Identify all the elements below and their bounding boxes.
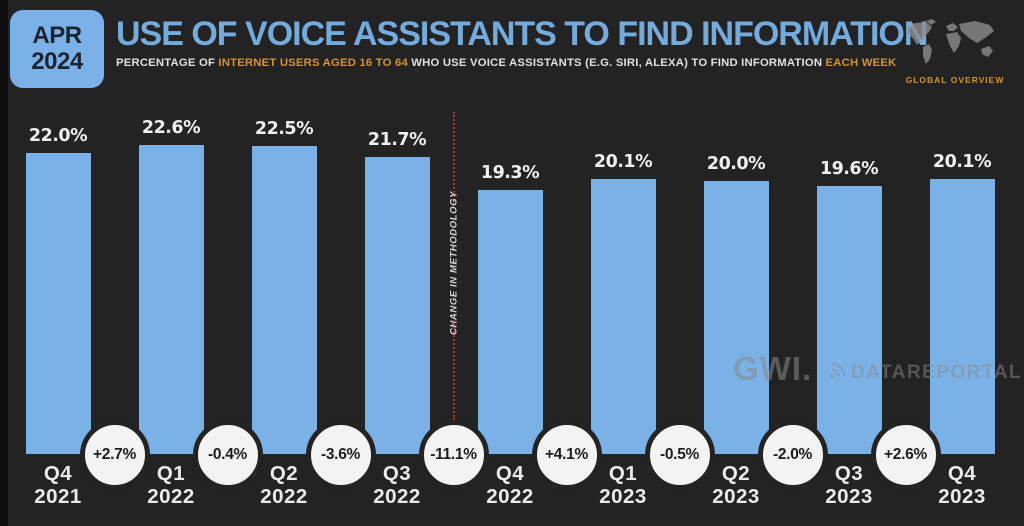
qoq-change-badge: +2.7% [79, 420, 150, 490]
methodology-annotation: CHANGE IN METHODOLOGY [448, 190, 460, 335]
qoq-change-badge: -3.6% [305, 420, 376, 490]
axis-label-q4-2021: Q4 2021 [3, 462, 113, 508]
bar-q4-2023 [929, 179, 995, 454]
qoq-change-value: -0.4% [208, 446, 247, 463]
qoq-change-badge: -2.0% [757, 420, 828, 490]
title-block: USE OF VOICE ASSISTANTS TO FIND INFORMAT… [116, 14, 928, 69]
bar-value-q4-2023: 20.1% [932, 152, 992, 172]
quarter-label: Q4 [495, 462, 525, 485]
signal-icon [828, 361, 847, 385]
qoq-change-badge: +4.1% [531, 420, 602, 490]
methodology-divider-line [453, 112, 455, 205]
year-label: 2022 [147, 485, 195, 508]
world-map-icon [903, 19, 1007, 72]
subtitle-part: PERCENTAGE OF [116, 57, 219, 69]
year-label: 2023 [712, 485, 760, 508]
subtitle-highlight: INTERNET USERS AGED 16 TO 64 [218, 57, 408, 69]
bar-q4-2021 [25, 153, 91, 454]
subtitle: PERCENTAGE OF INTERNET USERS AGED 16 TO … [116, 57, 896, 69]
badge-year: 2024 [31, 48, 83, 75]
datareportal-label: DATAREPORTAL [851, 362, 1023, 383]
axis-label-q2-2023: Q2 2023 [681, 462, 791, 508]
gwi-logo: GWI. [733, 350, 813, 387]
bar-value-q1-2023: 20.1% [593, 152, 653, 172]
bar-value-q2-2023: 20.0% [706, 154, 766, 174]
region-block: GLOBAL OVERVIEW [900, 18, 1010, 85]
quarter-label: Q4 [947, 462, 977, 485]
bar-value-q3-2023: 19.6% [819, 159, 879, 179]
bar-q4-2022 [477, 190, 543, 454]
qoq-change-badge: -11.1% [418, 420, 489, 490]
year-label: 2023 [938, 485, 986, 508]
year-label: 2022 [486, 485, 534, 508]
quarter-label: Q2 [721, 462, 751, 485]
qoq-change-value: +2.6% [884, 446, 927, 463]
qoq-change-value: -0.5% [660, 446, 699, 463]
axis-label-q1-2023: Q1 2023 [568, 462, 678, 508]
bar-q3-2022 [364, 157, 430, 454]
qoq-change-value: -3.6% [321, 446, 360, 463]
bar-q1-2023 [590, 179, 656, 454]
axis-label-q2-2022: Q2 2022 [229, 462, 339, 508]
methodology-divider-line [453, 320, 455, 420]
date-badge: APR 2024 [10, 10, 104, 88]
qoq-change-value: +4.1% [545, 446, 588, 463]
quarter-label: Q4 [43, 462, 73, 485]
axis-label-q3-2023: Q3 2023 [794, 462, 904, 508]
quarter-label: Q1 [156, 462, 186, 485]
bar-value-q2-2022: 22.5% [254, 119, 314, 139]
bar-value-q1-2022: 22.6% [141, 118, 201, 138]
subtitle-highlight: EACH WEEK [825, 57, 897, 69]
bar-q1-2022 [138, 145, 204, 454]
datareportal-logo: DATAREPORTAL [828, 361, 1022, 385]
qoq-change-value: +2.7% [93, 446, 136, 463]
qoq-change-badge: +2.6% [870, 420, 941, 490]
year-label: 2022 [373, 485, 421, 508]
year-label: 2022 [260, 485, 308, 508]
quarter-label: Q3 [834, 462, 864, 485]
axis-label-q4-2023: Q4 2023 [907, 462, 1017, 508]
year-label: 2023 [825, 485, 873, 508]
region-label: GLOBAL OVERVIEW [905, 75, 1005, 85]
bar-q3-2023 [816, 186, 882, 454]
quarter-label: Q2 [269, 462, 299, 485]
bar-value-q4-2022: 19.3% [480, 163, 540, 183]
bar-q2-2022 [251, 146, 317, 454]
page-title: USE OF VOICE ASSISTANTS TO FIND INFORMAT… [116, 15, 928, 53]
quarter-label: Q3 [382, 462, 412, 485]
quarter-label: Q1 [608, 462, 638, 485]
subtitle-part: WHO USE VOICE ASSISTANTS (E.G. SIRI, ALE… [407, 57, 826, 69]
qoq-change-value: -11.1% [430, 446, 477, 463]
axis-label-q3-2022: Q3 2022 [342, 462, 452, 508]
year-label: 2021 [34, 485, 82, 508]
qoq-change-badge: -0.5% [644, 420, 715, 490]
badge-month: APR [32, 22, 82, 49]
axis-label-q1-2022: Q1 2022 [116, 462, 226, 508]
bar-q2-2023 [703, 181, 769, 454]
bar-value-q4-2021: 22.0% [28, 126, 88, 146]
qoq-change-badge: -0.4% [192, 420, 263, 490]
axis-label-q4-2022: Q4 2022 [455, 462, 565, 508]
left-edge-bar [0, 0, 8, 526]
year-label: 2023 [599, 485, 647, 508]
bar-value-q3-2022: 21.7% [367, 130, 427, 150]
qoq-change-value: -2.0% [773, 446, 812, 463]
